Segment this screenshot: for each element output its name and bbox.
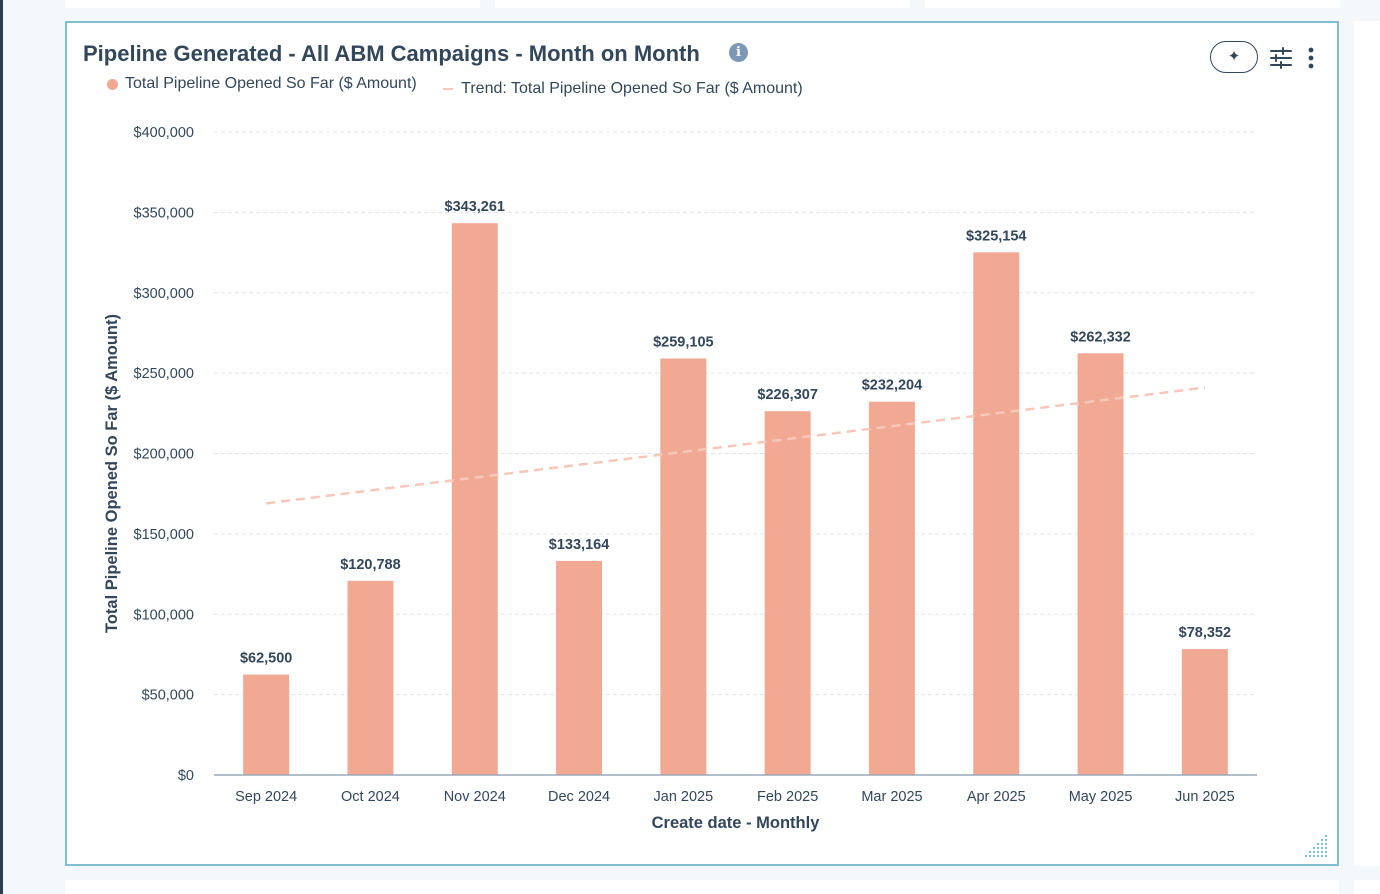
legend-item-trend[interactable]: Trend: Total Pipeline Opened So Far ($ A… bbox=[443, 80, 803, 98]
x-tick-label: Oct 2024 bbox=[341, 789, 400, 805]
x-tick-label: Dec 2024 bbox=[548, 789, 610, 805]
y-tick-label: $350,000 bbox=[134, 205, 194, 221]
data-label: $343,261 bbox=[445, 199, 505, 215]
x-tick-label: Feb 2025 bbox=[757, 789, 818, 805]
ai-sparkle-button[interactable]: ✦ bbox=[1210, 41, 1258, 73]
bar bbox=[347, 580, 394, 775]
bar bbox=[1181, 649, 1228, 775]
bars bbox=[243, 223, 1228, 775]
data-label: $232,204 bbox=[862, 378, 922, 394]
more-options-icon[interactable] bbox=[1303, 45, 1319, 71]
filter-sliders-icon[interactable] bbox=[1269, 47, 1293, 69]
data-label: $226,307 bbox=[757, 387, 817, 403]
x-tick-label: Sep 2024 bbox=[235, 789, 297, 805]
y-axis-ticks: $0 $50,000 $100,000 $150,000 $200,000 $250,00… bbox=[134, 125, 194, 784]
data-labels: $62,500 $120,788 $343,261 $133,164 $259,105 $… bbox=[240, 199, 1231, 666]
chart-legend: Total Pipeline Opened So Far ($ Amount) … bbox=[107, 75, 825, 98]
bar bbox=[243, 674, 290, 775]
x-tick-label: Apr 2025 bbox=[967, 789, 1026, 805]
legend-label-trend: Trend: Total Pipeline Opened So Far ($ A… bbox=[461, 79, 803, 97]
x-tick-label: Jun 2025 bbox=[1175, 789, 1235, 805]
y-axis-title: Total Pipeline Opened So Far ($ Amount) bbox=[103, 314, 121, 633]
report-title: Pipeline Generated - All ABM Campaigns -… bbox=[83, 41, 700, 66]
background-card-right bbox=[1354, 21, 1380, 866]
bar-chart: $0 $50,000 $100,000 $150,000 $200,000 $250,00… bbox=[103, 125, 1257, 832]
y-tick-label: $300,000 bbox=[134, 286, 194, 302]
y-tick-label: $250,000 bbox=[134, 366, 194, 382]
y-tick-label: $0 bbox=[178, 768, 194, 784]
bar bbox=[973, 252, 1020, 775]
x-axis-title: Create date - Monthly bbox=[652, 814, 821, 832]
info-icon[interactable]: i bbox=[729, 43, 748, 62]
bar bbox=[868, 401, 915, 775]
y-tick-label: $200,000 bbox=[134, 447, 194, 463]
resize-handle-icon[interactable] bbox=[1303, 833, 1329, 859]
background-card-top-right bbox=[925, 0, 1340, 8]
background-card-bottom-right bbox=[1354, 880, 1380, 894]
x-axis-ticks: Sep 2024 Oct 2024 Nov 2024 Dec 2024 Jan 2025… bbox=[235, 789, 1235, 805]
legend-label-total: Total Pipeline Opened So Far ($ Amount) bbox=[125, 75, 417, 92]
data-label: $133,164 bbox=[549, 537, 609, 553]
data-label: $120,788 bbox=[340, 557, 400, 573]
x-tick-label: Jan 2025 bbox=[654, 789, 714, 805]
x-tick-label: Nov 2024 bbox=[444, 789, 506, 805]
data-label: $62,500 bbox=[240, 651, 292, 667]
data-label: $325,154 bbox=[966, 228, 1026, 244]
background-card-top-left bbox=[65, 0, 480, 8]
left-page-edge bbox=[0, 0, 3, 894]
y-tick-label: $50,000 bbox=[142, 688, 194, 704]
y-tick-label: $100,000 bbox=[134, 607, 194, 623]
legend-item-total[interactable]: Total Pipeline Opened So Far ($ Amount) bbox=[107, 75, 417, 93]
report-card: Pipeline Generated - All ABM Campaigns -… bbox=[65, 21, 1339, 866]
trend-line-group bbox=[265, 386, 1206, 505]
background-card-top-middle bbox=[495, 0, 910, 8]
bar bbox=[660, 358, 707, 775]
x-tick-label: May 2025 bbox=[1069, 789, 1133, 805]
legend-dash-icon bbox=[443, 87, 454, 90]
background-card-bottom bbox=[65, 880, 1339, 894]
trend-line bbox=[265, 386, 1206, 505]
legend-dot-icon bbox=[107, 78, 118, 90]
bar bbox=[451, 223, 498, 775]
bar bbox=[764, 411, 811, 775]
bar bbox=[1077, 353, 1124, 775]
data-label: $259,105 bbox=[653, 334, 713, 350]
x-tick-label: Mar 2025 bbox=[861, 789, 922, 805]
y-tick-label: $150,000 bbox=[134, 527, 194, 543]
bar bbox=[556, 560, 603, 775]
data-label: $78,352 bbox=[1179, 625, 1231, 641]
data-label: $262,332 bbox=[1070, 329, 1130, 345]
y-tick-label: $400,000 bbox=[134, 125, 194, 141]
